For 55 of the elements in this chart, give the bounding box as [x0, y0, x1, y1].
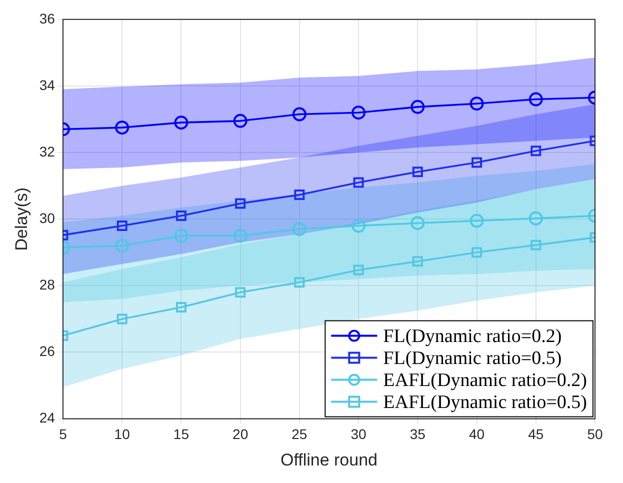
point	[412, 166, 423, 178]
x-tick-label: 5	[59, 426, 68, 442]
point	[115, 120, 130, 135]
point	[410, 100, 425, 114]
point	[412, 256, 423, 267]
x-axis-title: Offline round	[280, 450, 378, 470]
point	[294, 190, 305, 200]
legend-label: FL(Dynamic ratio=0.2)	[383, 326, 562, 347]
point	[292, 107, 306, 122]
point	[176, 210, 186, 222]
point	[294, 277, 305, 288]
point	[116, 220, 128, 231]
point	[235, 198, 246, 209]
y-axis-title: Delay(s)	[12, 187, 31, 251]
x-tick-label: 45	[528, 426, 544, 442]
point	[470, 96, 484, 111]
x-tick-label: 35	[410, 426, 426, 442]
y-tick-label: 32	[39, 143, 56, 160]
x-tick-label: 50	[587, 426, 603, 442]
point	[174, 228, 188, 243]
x-tick-label: 25	[292, 426, 308, 442]
x-tick-label: 30	[350, 426, 367, 442]
point	[528, 92, 543, 106]
point	[233, 228, 248, 243]
point	[292, 222, 306, 236]
y-tick-label: 36	[39, 10, 56, 26]
point	[235, 287, 246, 298]
point	[233, 114, 248, 128]
x-tick-label: 40	[468, 426, 485, 442]
point	[472, 247, 482, 258]
point	[470, 214, 484, 228]
legend-label: FL(Dynamic ratio=0.5)	[383, 348, 562, 369]
legend-label: EAFL(Dynamic ratio=0.5)	[383, 392, 588, 413]
y-tick-label: 34	[39, 76, 56, 93]
y-tick-label: 26	[39, 343, 56, 360]
y-tick-label: 30	[39, 210, 56, 226]
point	[528, 211, 543, 226]
point	[530, 146, 542, 156]
point	[530, 240, 542, 250]
y-tick-label: 24	[39, 410, 56, 426]
point	[353, 264, 364, 276]
point	[176, 302, 186, 313]
point	[410, 216, 425, 230]
point	[353, 177, 364, 188]
point	[472, 157, 482, 168]
y-tick-label: 28	[39, 276, 56, 293]
point	[174, 116, 188, 130]
point	[115, 238, 130, 253]
legend-label: EAFL(Dynamic ratio=0.2)	[383, 370, 588, 391]
x-tick-label: 20	[232, 426, 248, 442]
x-tick-label: 15	[173, 426, 190, 442]
point	[352, 106, 366, 120]
point	[116, 314, 128, 324]
x-tick-label: 10	[114, 426, 130, 442]
point	[352, 218, 366, 233]
